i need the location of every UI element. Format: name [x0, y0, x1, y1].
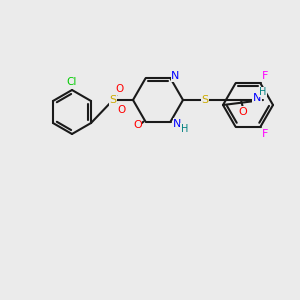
- Text: H: H: [259, 87, 267, 97]
- Text: N: N: [171, 71, 180, 81]
- Text: N: N: [253, 93, 261, 103]
- Text: H: H: [181, 124, 188, 134]
- Text: F: F: [262, 129, 269, 139]
- Text: O: O: [115, 84, 123, 94]
- Text: O: O: [238, 107, 247, 117]
- Text: S: S: [201, 95, 208, 105]
- Text: Cl: Cl: [67, 77, 77, 87]
- Text: O: O: [117, 105, 125, 115]
- Text: F: F: [262, 71, 269, 81]
- Text: N: N: [173, 119, 182, 129]
- Text: S: S: [110, 95, 117, 105]
- Text: O: O: [133, 120, 142, 130]
